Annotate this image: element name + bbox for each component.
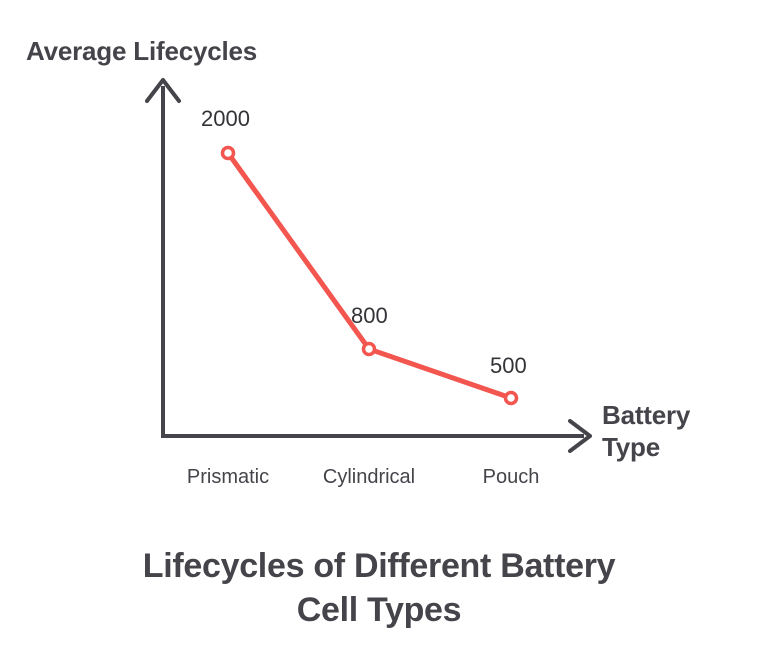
x-tick-label-prismatic: Prismatic (186, 466, 270, 488)
data-label-pouch: 500 (490, 353, 527, 378)
data-point-pouch[interactable] (503, 390, 519, 406)
data-point-cylindrical[interactable] (361, 341, 377, 357)
series-line-average-lifecycles (225, 150, 514, 401)
x-tick-label-cylindrical: Cylindrical (322, 466, 416, 488)
y-axis-arrowhead-icon (145, 78, 181, 103)
x-axis (161, 419, 592, 453)
x-axis-arrowhead-icon (568, 419, 592, 453)
x-axis-title: Battery Type (602, 400, 691, 462)
data-label-prismatic: 2000 (201, 106, 250, 131)
series-markers (220, 145, 519, 406)
data-point-prismatic[interactable] (220, 145, 236, 161)
y-axis (145, 78, 181, 436)
x-tick-label-pouch: Pouch (482, 466, 540, 488)
y-axis-title: Average Lifecycles (26, 36, 258, 66)
data-label-cylindrical: 800 (351, 303, 388, 328)
chart-title: Lifecycles of Different Battery Cell Typ… (142, 547, 616, 629)
